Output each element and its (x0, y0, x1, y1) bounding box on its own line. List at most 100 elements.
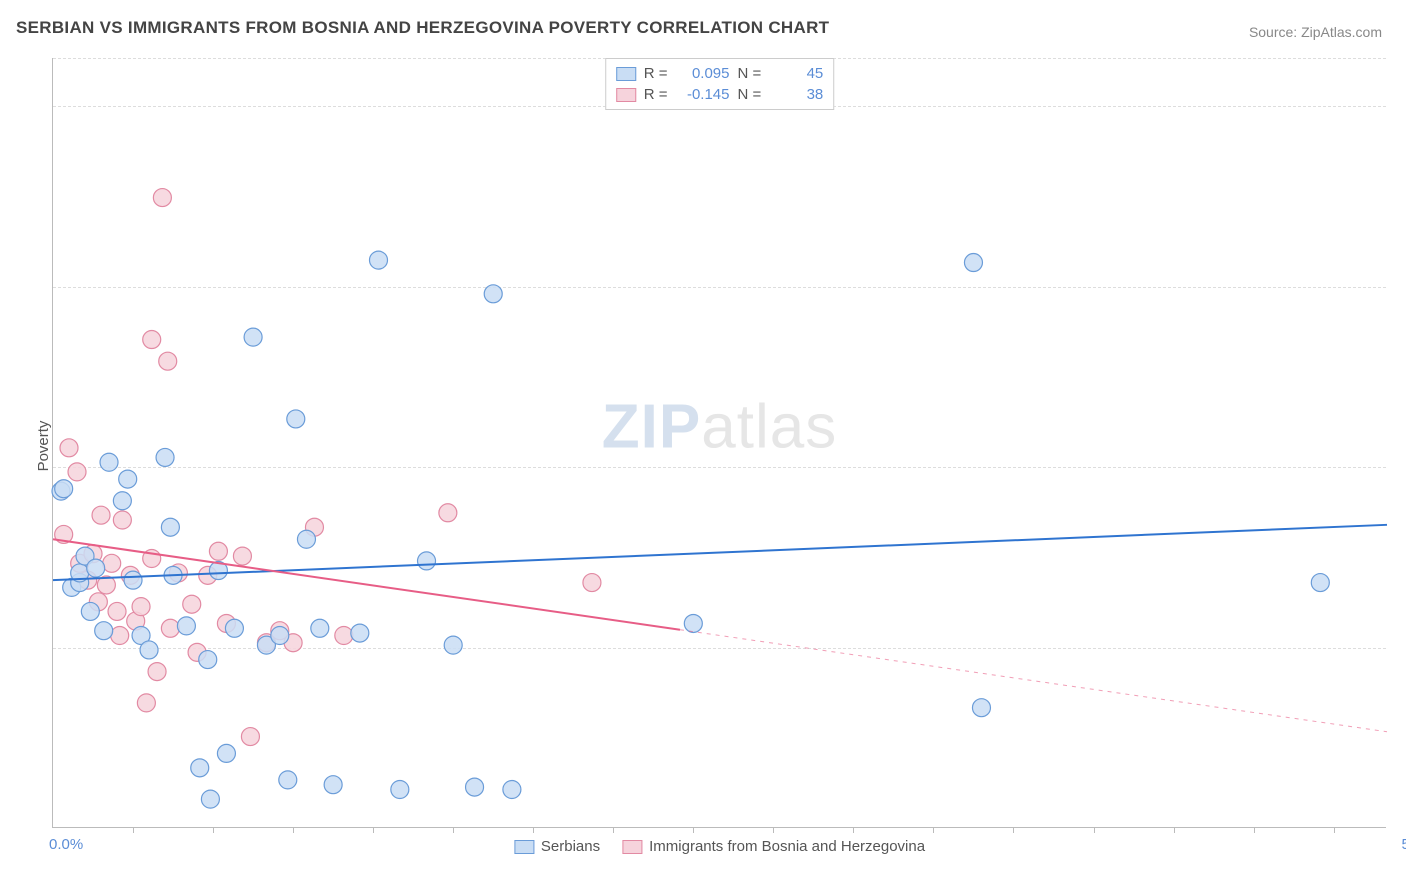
n-value-bosnia: 38 (769, 86, 823, 103)
data-point (311, 619, 329, 637)
x-axis-max-label: 50.0% (1401, 836, 1406, 853)
data-point (153, 189, 171, 207)
x-tick-mark (1013, 827, 1014, 833)
data-point (279, 771, 297, 789)
x-tick-mark (373, 827, 374, 833)
data-point (124, 571, 142, 589)
data-point (95, 622, 113, 640)
data-point (68, 463, 86, 481)
data-point (217, 744, 235, 762)
data-point (369, 251, 387, 269)
r-label: R = (644, 86, 668, 103)
data-point (148, 663, 166, 681)
legend-row-serbians: R = 0.095 N = 45 (616, 63, 824, 84)
x-tick-mark (1254, 827, 1255, 833)
n-value-serbians: 45 (769, 65, 823, 82)
x-tick-mark (533, 827, 534, 833)
data-point (81, 602, 99, 620)
data-point (156, 448, 174, 466)
data-point (466, 778, 484, 796)
x-tick-mark (613, 827, 614, 833)
x-tick-mark (1334, 827, 1335, 833)
series-legend: Serbians Immigrants from Bosnia and Herz… (514, 838, 925, 855)
data-point (233, 547, 251, 565)
x-tick-mark (1094, 827, 1095, 833)
data-point (87, 559, 105, 577)
x-axis-min-label: 0.0% (49, 836, 83, 853)
data-point (418, 552, 436, 570)
data-point (103, 554, 121, 572)
data-point (287, 410, 305, 428)
data-point (244, 328, 262, 346)
data-point (444, 636, 462, 654)
data-point (201, 790, 219, 808)
data-point (60, 439, 78, 457)
data-point (111, 627, 129, 645)
data-point (503, 781, 521, 799)
x-tick-mark (293, 827, 294, 833)
data-point (1311, 574, 1329, 592)
data-point (161, 518, 179, 536)
data-point (55, 480, 73, 498)
data-point (113, 511, 131, 529)
data-point (132, 598, 150, 616)
data-point (684, 614, 702, 632)
r-value-serbians: 0.095 (676, 65, 730, 82)
data-point (225, 619, 243, 637)
data-point (241, 728, 259, 746)
n-label: N = (738, 65, 762, 82)
data-point (177, 617, 195, 635)
data-point (439, 504, 457, 522)
data-point (209, 542, 227, 560)
correlation-legend: R = 0.095 N = 45 R = -0.145 N = 38 (605, 58, 835, 110)
legend-label-bosnia: Immigrants from Bosnia and Herzegovina (649, 838, 925, 855)
regression-line-dashed (680, 630, 1387, 732)
n-label: N = (738, 86, 762, 103)
chart-svg (53, 58, 1386, 827)
data-point (335, 627, 353, 645)
data-point (271, 627, 289, 645)
data-point (324, 776, 342, 794)
legend-label-serbians: Serbians (541, 838, 600, 855)
x-tick-mark (853, 827, 854, 833)
x-tick-mark (1174, 827, 1175, 833)
legend-item-bosnia: Immigrants from Bosnia and Herzegovina (622, 838, 925, 855)
legend-swatch-bosnia-icon (622, 840, 642, 854)
data-point (351, 624, 369, 642)
data-point (964, 254, 982, 272)
data-point (108, 602, 126, 620)
source-label: Source: ZipAtlas.com (1249, 24, 1382, 40)
legend-item-serbians: Serbians (514, 838, 600, 855)
data-point (143, 331, 161, 349)
x-tick-mark (453, 827, 454, 833)
x-tick-mark (133, 827, 134, 833)
data-point (140, 641, 158, 659)
r-label: R = (644, 65, 668, 82)
chart-title: SERBIAN VS IMMIGRANTS FROM BOSNIA AND HE… (16, 18, 829, 38)
r-value-bosnia: -0.145 (676, 86, 730, 103)
data-point (199, 651, 217, 669)
x-tick-mark (773, 827, 774, 833)
legend-swatch-serbians (616, 67, 636, 81)
data-point (119, 470, 137, 488)
x-tick-mark (693, 827, 694, 833)
legend-swatch-serbians-icon (514, 840, 534, 854)
data-point (113, 492, 131, 510)
data-point (583, 574, 601, 592)
data-point (92, 506, 110, 524)
x-tick-mark (933, 827, 934, 833)
plot-area: ZIPatlas 7.5%15.0%22.5%30.0% 0.0% 50.0% … (52, 58, 1386, 828)
data-point (100, 453, 118, 471)
data-point (191, 759, 209, 777)
y-axis-label: Poverty (35, 421, 52, 472)
legend-swatch-bosnia (616, 88, 636, 102)
data-point (161, 619, 179, 637)
data-point (391, 781, 409, 799)
data-point (297, 530, 315, 548)
regression-line (53, 525, 1387, 580)
data-point (484, 285, 502, 303)
data-point (183, 595, 201, 613)
data-point (972, 699, 990, 717)
x-tick-mark (213, 827, 214, 833)
legend-row-bosnia: R = -0.145 N = 38 (616, 84, 824, 105)
